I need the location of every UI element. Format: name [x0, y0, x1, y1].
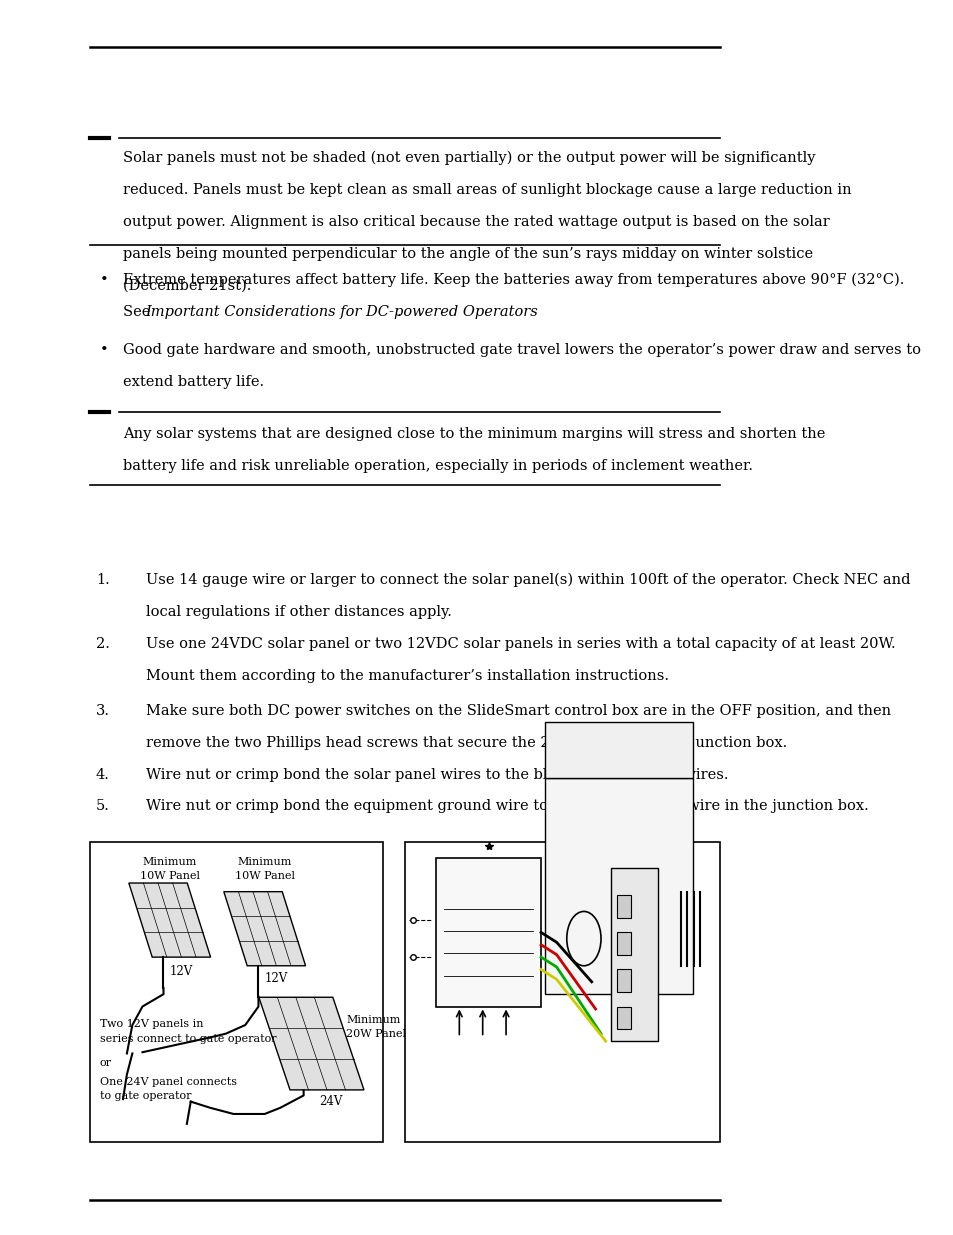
Text: Make sure both DC power switches on the SlideSmart control box are in the OFF po: Make sure both DC power switches on the …: [146, 704, 890, 718]
Bar: [436, 858, 540, 1007]
Text: 2.: 2.: [95, 637, 110, 651]
Text: 10W Panel: 10W Panel: [139, 871, 199, 881]
Bar: [90, 842, 383, 1142]
Text: See: See: [123, 305, 154, 319]
Text: Minimum: Minimum: [346, 1015, 400, 1025]
Bar: [544, 722, 692, 778]
Text: Wire nut or crimp bond the equipment ground wire to the green ground wire in the: Wire nut or crimp bond the equipment gro…: [146, 799, 868, 813]
Bar: [617, 969, 631, 992]
Text: (December 21st).: (December 21st).: [123, 279, 252, 293]
Polygon shape: [129, 883, 211, 957]
Text: 1.: 1.: [95, 573, 110, 587]
Text: output power. Alignment is also critical because the rated wattage output is bas: output power. Alignment is also critical…: [123, 215, 829, 228]
Text: series connect to gate operator: series connect to gate operator: [99, 1034, 276, 1044]
Text: Mount them according to the manufacturer’s installation instructions.: Mount them according to the manufacturer…: [146, 669, 669, 683]
Text: Solar panels must not be shaded (not even partially) or the output power will be: Solar panels must not be shaded (not eve…: [123, 151, 815, 165]
Text: battery life and risk unreliable operation, especially in periods of inclement w: battery life and risk unreliable operati…: [123, 459, 752, 473]
Text: One 24V panel connects: One 24V panel connects: [99, 1077, 236, 1087]
Text: Extreme temperatures affect battery life. Keep the batteries away from temperatu: Extreme temperatures affect battery life…: [123, 273, 903, 288]
Text: 12V: 12V: [170, 965, 193, 978]
Text: 24V: 24V: [319, 1095, 342, 1109]
Text: 5.: 5.: [95, 799, 110, 813]
Polygon shape: [258, 998, 364, 1091]
Text: reduced. Panels must be kept clean as small areas of sunlight blockage cause a l: reduced. Panels must be kept clean as sm…: [123, 183, 851, 196]
Text: Minimum: Minimum: [237, 857, 292, 867]
Text: Use 14 gauge wire or larger to connect the solar panel(s) within 100ft of the op: Use 14 gauge wire or larger to connect t…: [146, 573, 910, 588]
Text: Important Considerations for DC-powered Operators: Important Considerations for DC-powered …: [146, 305, 537, 319]
Text: •: •: [99, 343, 109, 357]
Bar: [617, 1007, 631, 1029]
Text: Wire nut or crimp bond the solar panel wires to the black and red input wires.: Wire nut or crimp bond the solar panel w…: [146, 768, 728, 782]
Text: .: .: [396, 305, 401, 319]
Polygon shape: [224, 892, 305, 966]
Text: remove the two Phillips head screws that secure the 24VDC cover to the junction : remove the two Phillips head screws that…: [146, 736, 787, 750]
Text: •: •: [99, 273, 109, 287]
Text: extend battery life.: extend battery life.: [123, 375, 264, 389]
Text: Any solar systems that are designed close to the minimum margins will stress and: Any solar systems that are designed clos…: [123, 427, 824, 441]
Text: to gate operator: to gate operator: [99, 1091, 191, 1100]
Text: 24VDC: 24VDC: [464, 873, 512, 887]
Text: Two 12V panels in: Two 12V panels in: [99, 1019, 203, 1029]
Bar: [404, 842, 720, 1142]
Text: Use one 24VDC solar panel or two 12VDC solar panels in series with a total capac: Use one 24VDC solar panel or two 12VDC s…: [146, 637, 895, 651]
Text: 4.: 4.: [95, 768, 110, 782]
Bar: [617, 895, 631, 918]
Bar: [617, 932, 631, 955]
Text: 3.: 3.: [95, 704, 110, 718]
Text: Good gate hardware and smooth, unobstructed gate travel lowers the operator’s po: Good gate hardware and smooth, unobstruc…: [123, 343, 920, 357]
Bar: [544, 778, 692, 994]
Text: Minimum: Minimum: [142, 857, 196, 867]
Text: 12V: 12V: [265, 972, 288, 986]
Text: 20W Panel: 20W Panel: [346, 1029, 406, 1039]
Text: panels being mounted perpendicular to the angle of the sun’s rays midday on wint: panels being mounted perpendicular to th…: [123, 247, 812, 261]
Bar: [611, 868, 658, 1041]
Text: or: or: [99, 1058, 112, 1068]
Text: 10W Panel: 10W Panel: [234, 871, 294, 881]
Text: local regulations if other distances apply.: local regulations if other distances app…: [146, 605, 452, 619]
